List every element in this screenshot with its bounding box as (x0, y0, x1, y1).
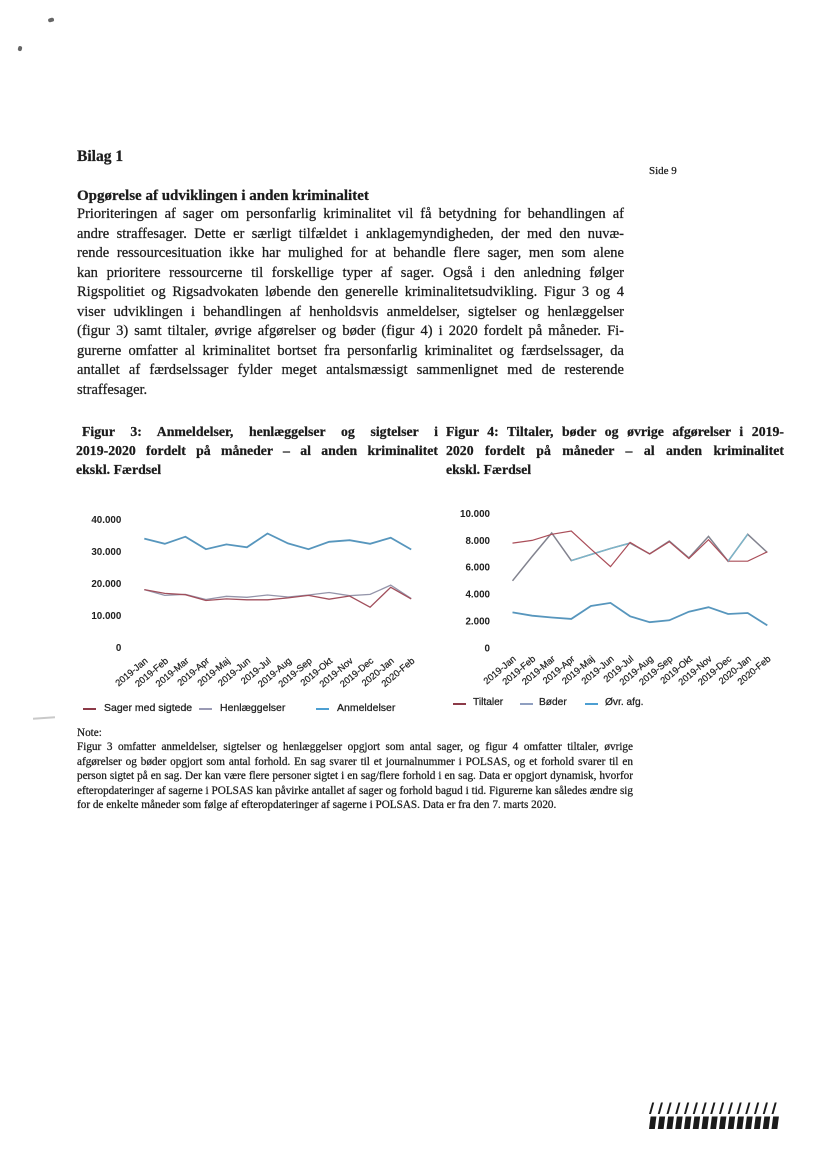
svg-text:40.000: 40.000 (91, 515, 122, 526)
svg-text:4.000: 4.000 (465, 590, 490, 601)
svg-text:30.000: 30.000 (91, 547, 122, 558)
svg-text:8.000: 8.000 (465, 536, 490, 547)
svg-text:0: 0 (485, 643, 491, 654)
svg-text:6.000: 6.000 (465, 563, 490, 574)
svg-text:20.000: 20.000 (91, 579, 122, 590)
svg-text:10.000: 10.000 (91, 611, 122, 622)
svg-text:0: 0 (116, 643, 122, 654)
svg-text:2.000: 2.000 (465, 617, 490, 628)
svg-text:10.000: 10.000 (460, 509, 491, 520)
